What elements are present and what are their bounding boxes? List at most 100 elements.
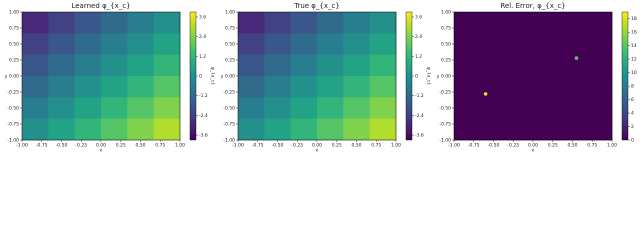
x-tick-label: 0.00 xyxy=(528,143,538,149)
colorbar-tick-label: 3.6 xyxy=(415,14,422,20)
heatmap-cell xyxy=(533,54,560,77)
chart-title: True φ_{x_c} xyxy=(293,2,340,10)
colorbar xyxy=(621,11,629,141)
x-tick-label: -0.75 xyxy=(252,143,264,149)
heatmap-cell xyxy=(264,54,291,77)
heatmap-cell xyxy=(369,76,397,98)
heatmap-cell xyxy=(264,12,291,34)
colorbar-label: φ_{x_c} xyxy=(210,67,216,85)
y-tick-label: 0.75 xyxy=(225,26,235,32)
heatmap-cell xyxy=(454,12,481,34)
heatmap-cell xyxy=(264,118,291,141)
heatmap-cell xyxy=(343,12,370,34)
x-tick-label: 1.00 xyxy=(391,143,401,149)
heatmap-cell xyxy=(127,12,154,34)
heatmap-cell xyxy=(454,33,481,55)
heatmap-cell xyxy=(317,33,344,55)
x-tick-label: -0.25 xyxy=(507,143,519,149)
colorbar-tick-label: 8 xyxy=(631,84,634,90)
heatmap-cell xyxy=(22,12,49,34)
heatmap-cell xyxy=(153,12,181,34)
colorbar-tick-label: 10 xyxy=(631,70,637,76)
colorbar-tick-label: 2.4 xyxy=(199,34,206,40)
heatmap-cell xyxy=(48,118,75,141)
heatmap-cell xyxy=(153,54,181,77)
heatmap-cell xyxy=(559,54,586,77)
heatmap-cell xyxy=(585,12,613,34)
heatmap-cell xyxy=(454,118,481,141)
heatmap-cell xyxy=(238,54,265,77)
colorbar xyxy=(405,11,413,141)
y-tick-label: 0.00 xyxy=(9,74,19,80)
heatmap-cell xyxy=(343,54,370,77)
heatmap-cell xyxy=(369,12,397,34)
heatmap-cell xyxy=(585,54,613,77)
heatmap-cell xyxy=(369,33,397,55)
y-tick-label: -0.75 xyxy=(7,122,19,128)
heatmap-cell xyxy=(22,33,49,55)
colorbar-tick-label: 0 xyxy=(631,138,634,144)
heatmap-cell xyxy=(533,76,560,98)
y-tick-label: 0.50 xyxy=(225,42,235,48)
x-tick-label: 0.25 xyxy=(332,143,342,149)
heatmap-cell xyxy=(22,76,49,98)
heatmap-cell xyxy=(317,12,344,34)
colorbar-tick-label: 0 xyxy=(199,74,202,80)
colorbar-tick-label: 6 xyxy=(631,97,634,103)
colorbar-tick-label: -1.2 xyxy=(415,93,424,99)
heatmap-cell xyxy=(264,97,291,119)
heatmap-cell xyxy=(454,97,481,119)
y-tick-label: 0.25 xyxy=(9,58,19,64)
heatmap-cell xyxy=(290,118,318,141)
x-tick-label: -0.75 xyxy=(36,143,48,149)
heatmap-cell xyxy=(74,76,102,98)
heatmap-cell xyxy=(127,97,154,119)
heatmap-cell xyxy=(101,54,128,77)
y-tick-label: -0.75 xyxy=(439,122,451,128)
heatmap-cell xyxy=(264,76,291,98)
heatmap-cell xyxy=(559,76,586,98)
y-tick-label: 0.25 xyxy=(225,58,235,64)
x-tick-label: -1.00 xyxy=(16,143,28,149)
y-tick-label: -0.50 xyxy=(7,106,19,112)
y-tick-label: -1.00 xyxy=(223,138,235,144)
heatmap-cell xyxy=(290,97,318,119)
y-tick-label: 0.00 xyxy=(225,74,235,80)
y-tick-label: -0.50 xyxy=(439,106,451,112)
heatmap-cell xyxy=(343,118,370,141)
heatmap-cell xyxy=(48,54,75,77)
heatmap-cell xyxy=(290,12,318,34)
colorbar-tick-label: 4 xyxy=(631,111,634,117)
heatmap-cell xyxy=(480,54,507,77)
y-tick-label: -0.50 xyxy=(223,106,235,112)
y-tick-label: -0.25 xyxy=(439,90,451,96)
heatmap-cell xyxy=(506,76,534,98)
heatmap-cell xyxy=(48,12,75,34)
heatmap-cell xyxy=(369,54,397,77)
heatmap-cell xyxy=(480,76,507,98)
heatmap-cell xyxy=(343,97,370,119)
y-tick-label: 1.00 xyxy=(9,10,19,16)
y-tick-label: -1.00 xyxy=(439,138,451,144)
heatmap-cell xyxy=(74,118,102,141)
heatmap-cell xyxy=(480,12,507,34)
heatmap-cell xyxy=(22,118,49,141)
colorbar-tick-label: 14 xyxy=(631,43,637,49)
heatmap-cell xyxy=(533,33,560,55)
heatmap-cell xyxy=(101,76,128,98)
heatmap-cell xyxy=(506,33,534,55)
heatmap-cell xyxy=(369,118,397,141)
x-tick-label: -0.25 xyxy=(291,143,303,149)
heatmap-cell xyxy=(74,97,102,119)
heatmap-cell xyxy=(290,54,318,77)
x-tick-label: -1.00 xyxy=(232,143,244,149)
heatmap-cell xyxy=(127,54,154,77)
colorbar-tick-label: 1.2 xyxy=(199,54,206,60)
heatmap-cell xyxy=(585,33,613,55)
heatmap-cell xyxy=(559,33,586,55)
heatmap-cell xyxy=(343,33,370,55)
heatmap-cell xyxy=(238,33,265,55)
x-axis-label: x xyxy=(100,149,103,154)
x-axis-label: x xyxy=(316,149,319,154)
heatmap-cell xyxy=(559,118,586,141)
